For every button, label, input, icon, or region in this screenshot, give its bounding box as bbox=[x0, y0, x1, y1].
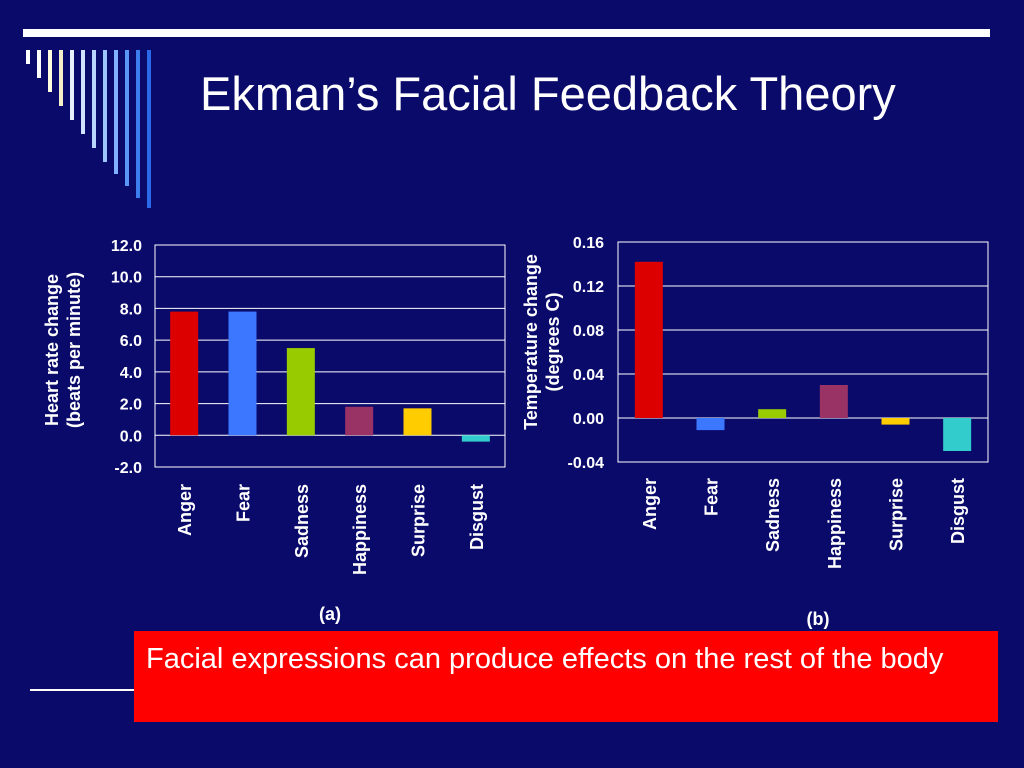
chart-a-category-label: Anger bbox=[175, 484, 195, 536]
decorative-stripes bbox=[26, 50, 176, 210]
stripe bbox=[59, 50, 63, 106]
chart-a-y-axis-label-line: Heart rate change bbox=[42, 274, 62, 426]
chart-a-bar bbox=[170, 311, 199, 436]
chart-b-category-label: Anger bbox=[640, 478, 660, 530]
chart-b-y-axis-label-line: (degrees C) bbox=[543, 292, 563, 391]
stripe bbox=[114, 50, 118, 174]
chart-b-y-tick-label: 0.16 bbox=[573, 235, 604, 252]
chart-b-caption: (b) bbox=[807, 609, 830, 629]
chart-b-y-tick-label: 0.12 bbox=[573, 279, 604, 296]
bottom-rule bbox=[30, 689, 134, 691]
stripe bbox=[26, 50, 30, 64]
chart-b-bar bbox=[943, 418, 972, 451]
chart-a-bar bbox=[461, 435, 490, 442]
chart-b-bar bbox=[819, 385, 848, 418]
chart-a-bar bbox=[403, 408, 432, 436]
chart-b-y-tick-label: 0.00 bbox=[573, 411, 604, 428]
chart-b-bar bbox=[696, 418, 725, 431]
chart-b-y-tick-label: -0.04 bbox=[568, 455, 605, 472]
stripe bbox=[48, 50, 52, 92]
chart-b-category-label: Happiness bbox=[825, 478, 845, 569]
chart-b-y-axis-label: Temperature change (degrees C) bbox=[521, 254, 563, 430]
stripe bbox=[37, 50, 41, 78]
stripe bbox=[147, 50, 151, 208]
chart-a-category-label: Happiness bbox=[350, 484, 370, 575]
chart-a-y-axis-label: Heart rate change (beats per minute) bbox=[42, 272, 84, 428]
chart-a-bar bbox=[345, 406, 374, 436]
chart-a-y-tick-label: -2.0 bbox=[114, 460, 142, 477]
chart-a-category-label: Fear bbox=[234, 484, 254, 522]
chart-b-category-label: Disgust bbox=[948, 478, 968, 544]
chart-a-y-tick-label: 12.0 bbox=[111, 238, 142, 255]
chart-a-y-tick-label: 4.0 bbox=[120, 365, 142, 382]
chart-a-bar bbox=[228, 311, 257, 436]
chart-a-category-label: Surprise bbox=[409, 484, 429, 557]
stripe bbox=[103, 50, 107, 162]
chart-b-plot-area bbox=[617, 241, 989, 463]
stripe bbox=[92, 50, 96, 148]
chart-a-y-tick-label: 2.0 bbox=[120, 397, 142, 414]
caption-box: Facial expressions can produce effects o… bbox=[134, 631, 998, 722]
chart-b-category-label: Fear bbox=[702, 478, 722, 516]
chart-a-plot-area bbox=[154, 244, 506, 468]
chart-a-y-axis-label-line: (beats per minute) bbox=[64, 272, 84, 428]
chart-b-bar bbox=[634, 261, 663, 418]
chart-a-category-label: Disgust bbox=[467, 484, 487, 550]
stripe bbox=[125, 50, 129, 186]
chart-b-category-label: Surprise bbox=[887, 478, 907, 551]
slide-title: Ekman’s Facial Feedback Theory bbox=[200, 67, 896, 120]
chart-a-y-tick-label: 8.0 bbox=[120, 301, 142, 318]
chart-a-caption: (a) bbox=[319, 604, 341, 624]
chart-a-y-tick-label: 0.0 bbox=[120, 428, 142, 445]
chart-b-y-axis-label-line: Temperature change bbox=[521, 254, 541, 430]
chart-a-bar bbox=[286, 348, 315, 436]
chart-a-y-tick-label: 6.0 bbox=[120, 333, 142, 350]
stripe bbox=[136, 50, 140, 198]
chart-b-bar bbox=[881, 418, 910, 425]
chart-b-y-tick-label: 0.04 bbox=[573, 367, 604, 384]
chart-a-category-label: Sadness bbox=[292, 484, 312, 558]
chart-b-category-label: Sadness bbox=[763, 478, 783, 552]
stripe bbox=[70, 50, 74, 120]
top-rule bbox=[23, 29, 990, 37]
chart-b-y-tick-label: 0.08 bbox=[573, 323, 604, 340]
chart-a-y-tick-label: 10.0 bbox=[111, 270, 142, 287]
chart-b-bar bbox=[758, 409, 787, 418]
stripe bbox=[81, 50, 85, 134]
